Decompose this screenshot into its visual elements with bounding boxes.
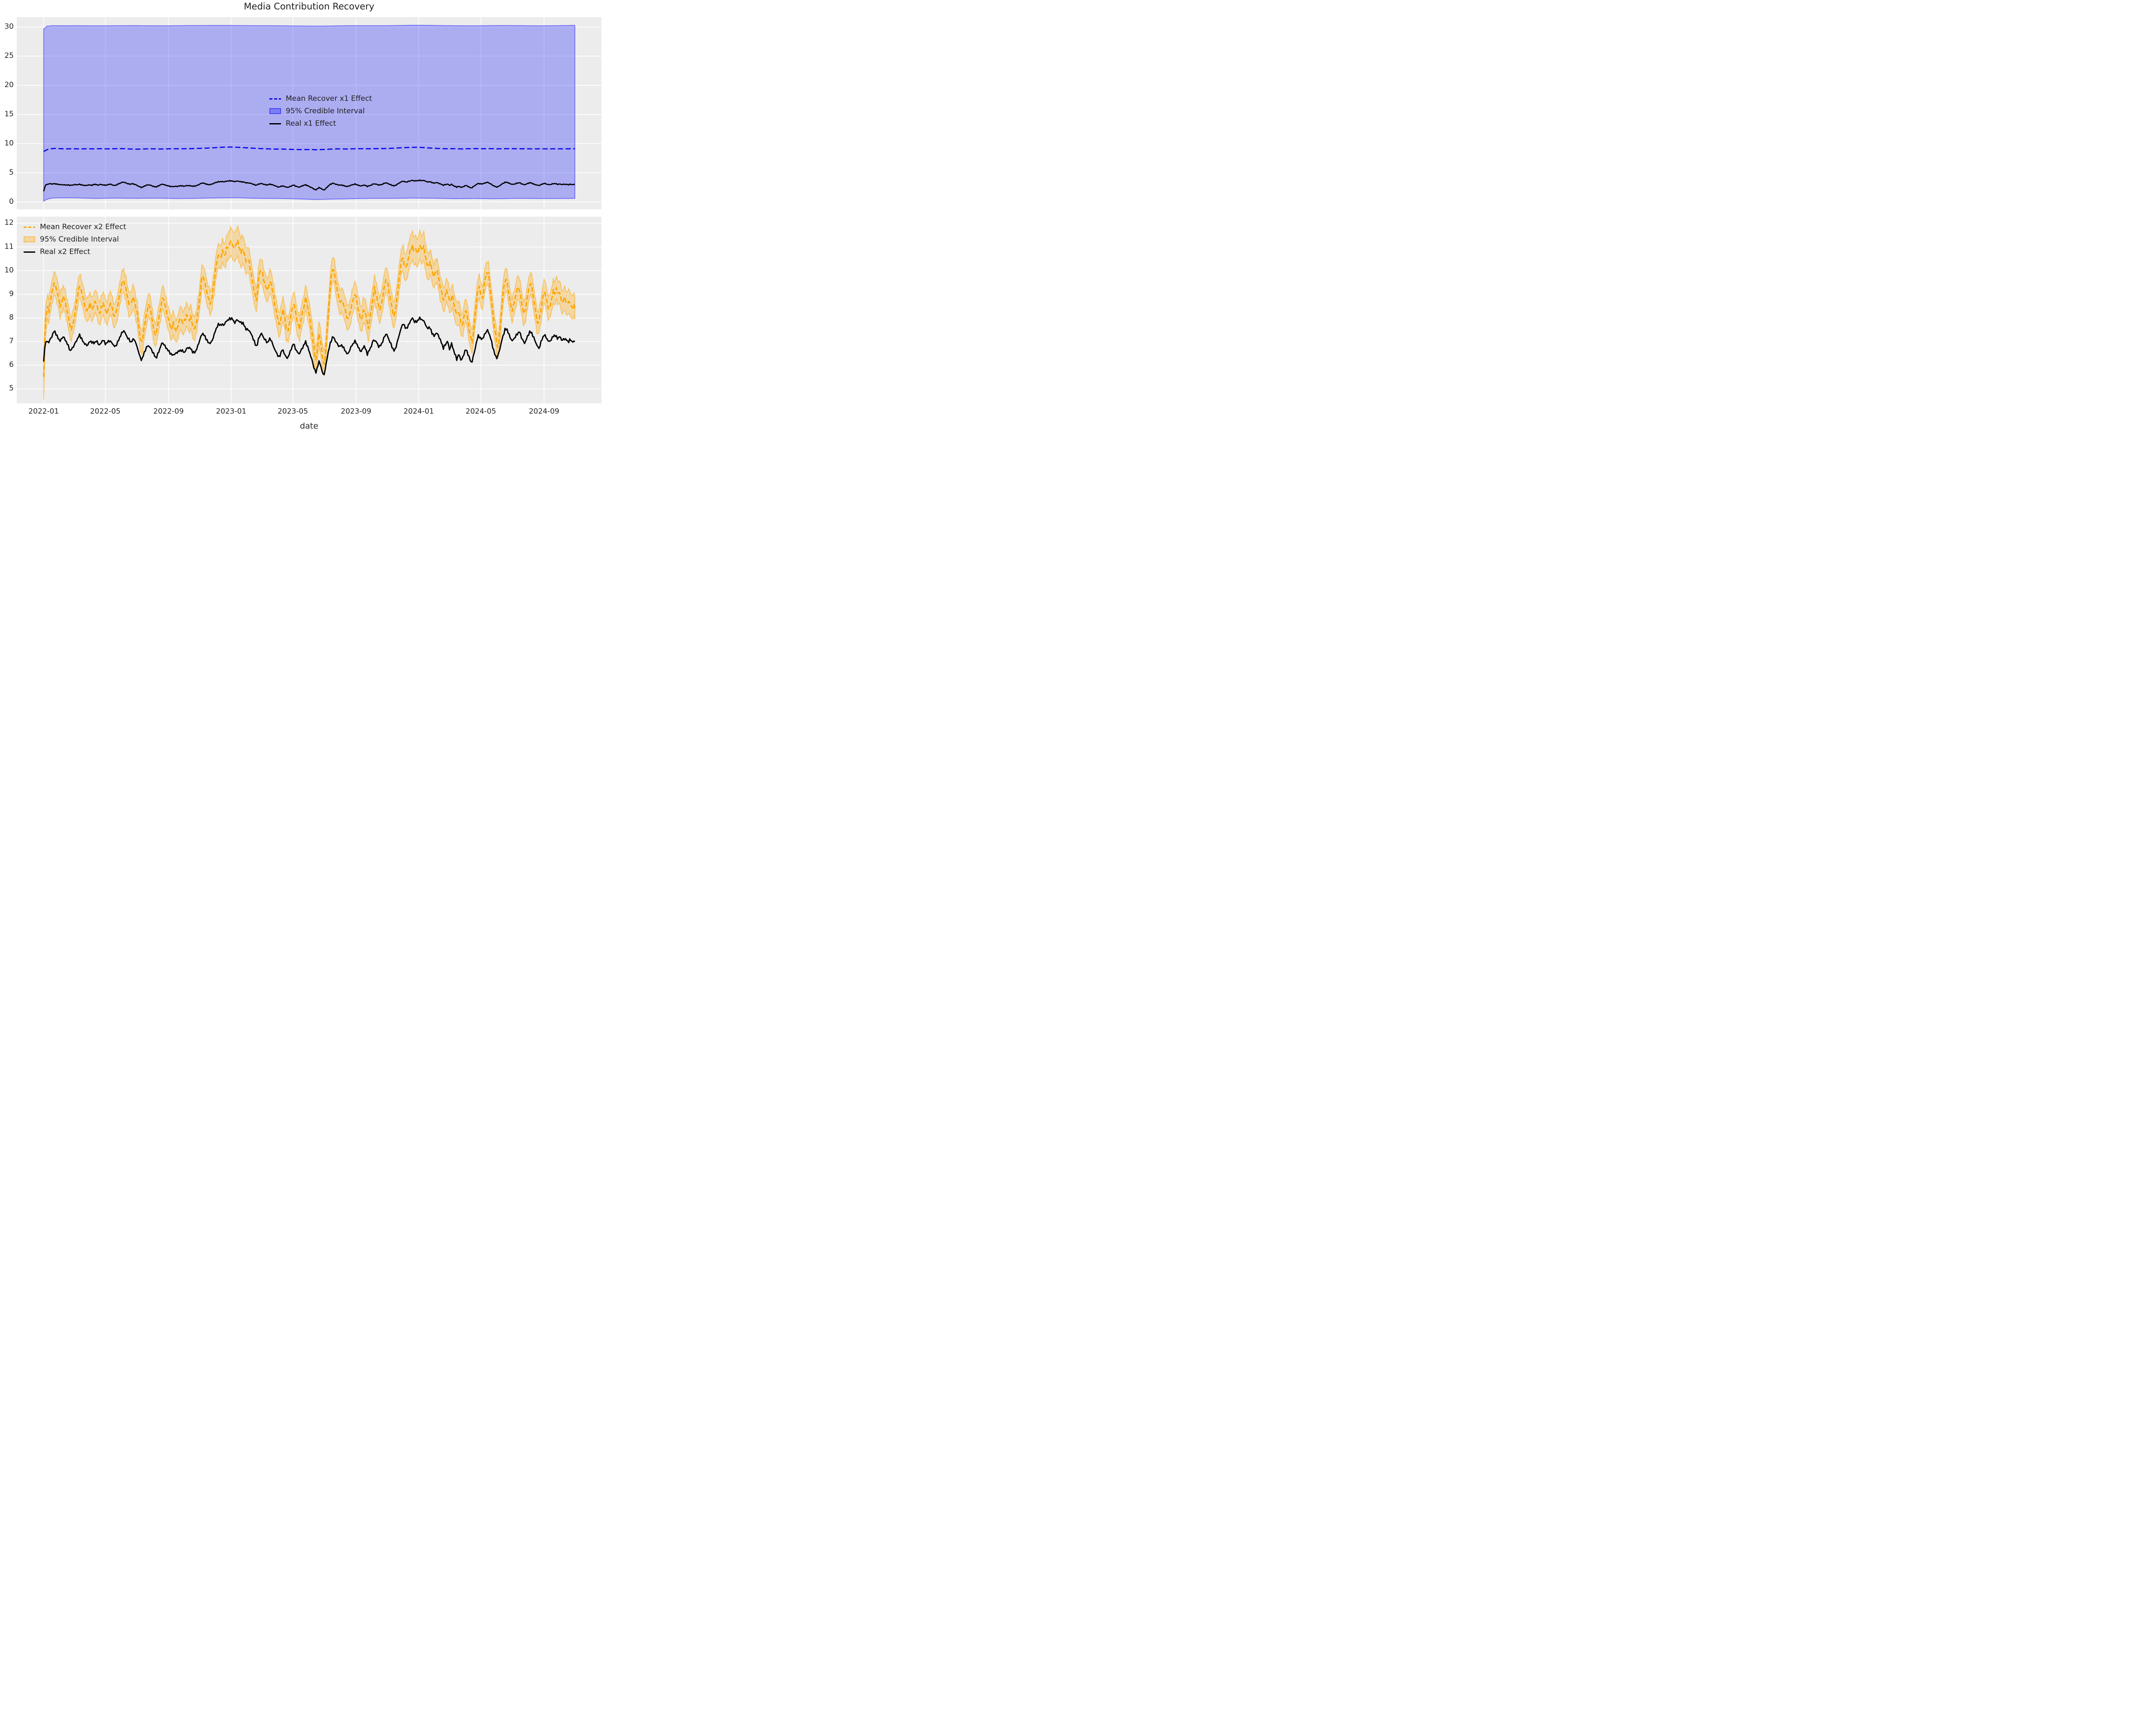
x-tick-label: 2024-09 <box>529 407 559 416</box>
band-swatch-icon <box>269 108 281 114</box>
y-tick-label: 5 <box>9 384 14 393</box>
panel-x1 <box>17 17 601 209</box>
legend-label: Real x1 Effect <box>286 119 336 128</box>
legend-row: Real x2 Effect <box>24 247 126 257</box>
x-tick-label: 2024-01 <box>403 407 434 416</box>
plot-area-x1 <box>17 17 601 209</box>
legend-label: Real x2 Effect <box>40 248 91 256</box>
legend-x2: Mean Recover x2 Effect 95% Credible Inte… <box>24 222 126 257</box>
x-tick-label: 2022-09 <box>153 407 184 416</box>
y-tick-label: 20 <box>4 80 14 89</box>
y-tick-label: 15 <box>4 109 14 118</box>
panel-x2 <box>17 217 601 403</box>
y-tick-label: 5 <box>9 168 14 177</box>
y-tick-label: 0 <box>9 197 14 206</box>
y-tick-label: 30 <box>4 22 14 31</box>
solid-line-swatch-icon <box>24 251 35 253</box>
legend-label: 95% Credible Interval <box>40 235 119 244</box>
figure: Media Contribution Recovery Mean Recover… <box>0 0 606 434</box>
y-tick-label: 10 <box>4 266 14 275</box>
legend-x1: Mean Recover x1 Effect 95% Credible Inte… <box>269 94 372 128</box>
y-tick-label: 7 <box>9 337 14 346</box>
y-tick-label: 10 <box>4 139 14 148</box>
band-swatch-icon <box>24 236 35 242</box>
legend-label: Mean Recover x1 Effect <box>286 94 372 103</box>
legend-row: Real x1 Effect <box>269 119 372 128</box>
x-tick-label: 2023-01 <box>216 407 247 416</box>
x-tick-label: 2023-09 <box>341 407 372 416</box>
legend-row: Mean Recover x2 Effect <box>24 222 126 232</box>
y-tick-label: 8 <box>9 313 14 322</box>
dashed-line-swatch-icon <box>24 226 35 228</box>
solid-line-swatch-icon <box>269 123 281 124</box>
y-tick-label: 25 <box>4 51 14 60</box>
y-tick-label: 6 <box>9 360 14 369</box>
plot-area-x2 <box>17 217 601 403</box>
legend-row: Mean Recover x1 Effect <box>269 94 372 103</box>
x-tick-label: 2023-05 <box>278 407 308 416</box>
legend-row: 95% Credible Interval <box>24 235 126 244</box>
legend-label: Mean Recover x2 Effect <box>40 223 127 231</box>
x-tick-label: 2024-05 <box>465 407 496 416</box>
x-tick-label: 2022-01 <box>28 407 59 416</box>
y-tick-label: 9 <box>9 289 14 298</box>
y-tick-label: 12 <box>4 218 14 227</box>
legend-row: 95% Credible Interval <box>269 106 372 116</box>
chart-title: Media Contribution Recovery <box>244 1 375 12</box>
dashed-line-swatch-icon <box>269 98 281 100</box>
x-tick-label: 2022-05 <box>90 407 121 416</box>
y-tick-label: 11 <box>4 242 14 251</box>
x-axis-label: date <box>300 421 318 431</box>
legend-label: 95% Credible Interval <box>286 107 365 115</box>
